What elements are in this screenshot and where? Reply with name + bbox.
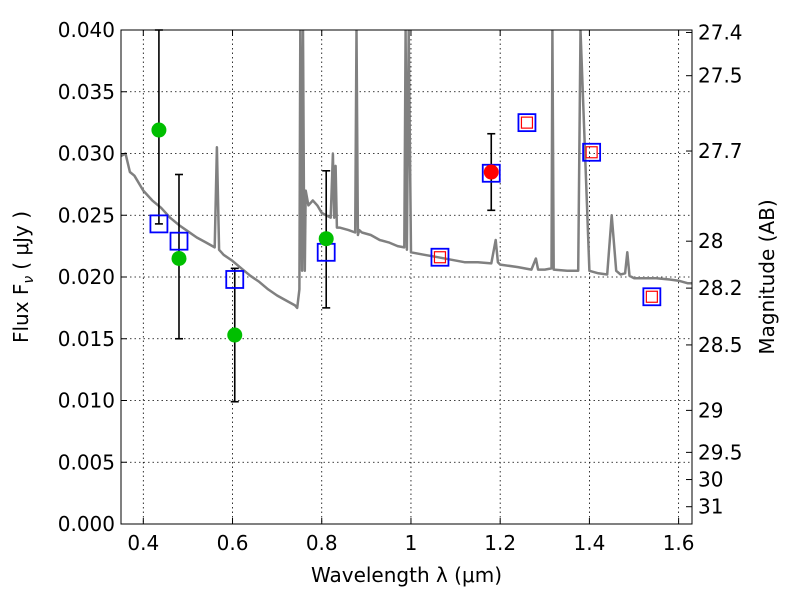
- upper-limit-marker: [585, 146, 598, 159]
- model-photometry-point: [169, 231, 189, 251]
- y-tick-label: 0.000: [58, 512, 115, 536]
- model-photometry-point: [149, 214, 169, 234]
- nir-measurement-point: [483, 164, 499, 180]
- y2-tick-label: 31: [698, 495, 723, 519]
- x-tick-label: 1.4: [573, 531, 605, 555]
- optical-measurement-point: [318, 231, 334, 247]
- y2-tick-label: 28.2: [698, 276, 743, 300]
- x-axis-title: Wavelength λ (μm): [311, 563, 502, 587]
- model-spectrum-line: [121, 30, 692, 310]
- x-tick-label: 1.6: [663, 531, 695, 555]
- x-tick-label: 0.4: [127, 531, 159, 555]
- ticks: 0.4 0.6 0.8 1 1.2 1.4 1.6 0.000 0.005 0.010 0.015 0…: [58, 18, 743, 555]
- model-photometry-point: [225, 270, 245, 289]
- plot-area: [121, 29, 692, 403]
- model-photometry-point: [582, 142, 602, 162]
- y2-tick-label: 30: [698, 468, 723, 492]
- upper-limit-marker: [645, 290, 658, 303]
- x-tick-label: 1: [405, 531, 418, 555]
- upper-limit-marker: [433, 251, 447, 264]
- y2-tick-label: 27.4: [698, 20, 743, 44]
- y2-axis-title: Magnitude (AB): [755, 199, 779, 354]
- model-photometry-point: [430, 247, 450, 267]
- upper-limit-marker: [520, 116, 534, 129]
- y-axis-title: Flux Fν ( μJy ): [9, 211, 37, 343]
- x-tick-label: 0.6: [217, 531, 249, 555]
- y2-tick-label: 27.5: [698, 64, 743, 88]
- y-tick-label: 0.025: [58, 203, 115, 227]
- y2-tick-label: 27.7: [698, 139, 743, 163]
- y2-tick-label: 29.5: [698, 440, 743, 464]
- optical-measurement-point: [171, 250, 187, 266]
- y-axis-title-unit: ( μJy ): [9, 211, 33, 270]
- y-tick-label: 0.005: [58, 450, 115, 474]
- y-tick-label: 0.015: [58, 327, 115, 351]
- y-axis-title-main: Flux F: [9, 284, 33, 343]
- y-tick-label: 0.010: [58, 389, 115, 413]
- x-tick-label: 1.2: [484, 531, 516, 555]
- model-photometry-point: [642, 287, 662, 307]
- y-tick-label: 0.030: [58, 142, 115, 166]
- y-tick-label: 0.040: [58, 18, 115, 42]
- y2-tick-label: 28.5: [698, 333, 743, 357]
- y-axis-title-subscript: ν: [21, 276, 37, 284]
- y-tick-label: 0.020: [58, 265, 115, 289]
- y-tick-label: 0.035: [58, 80, 115, 104]
- y2-tick-label: 28: [698, 229, 723, 253]
- optical-measurement-point: [227, 327, 243, 343]
- y2-tick-label: 29: [698, 398, 723, 422]
- optical-measurement-point: [151, 122, 167, 138]
- x-tick-label: 0.8: [306, 531, 338, 555]
- model-photometry-point: [517, 113, 537, 133]
